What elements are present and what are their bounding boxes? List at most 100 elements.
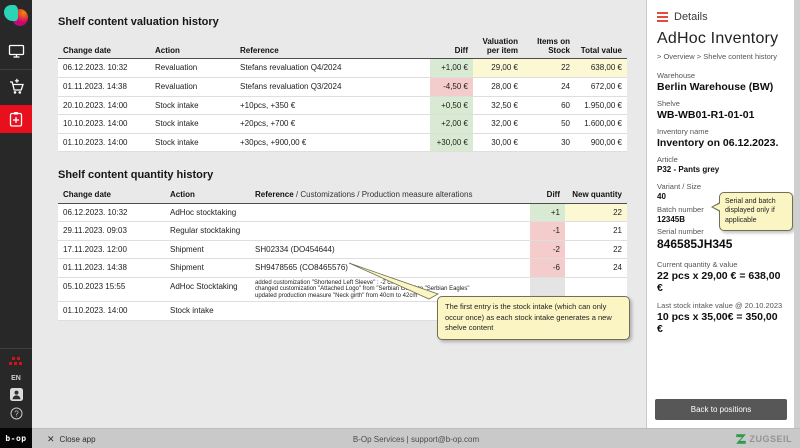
field-serial-number: Serial number 846585JH345 <box>657 227 733 251</box>
cell-action: Regular stocktaking <box>165 221 250 241</box>
cell-action: Shipment <box>165 258 250 278</box>
field-current-quantity: Current quantity & value 22 pcs x 29,00 … <box>657 260 781 294</box>
col-new-quantity: New quantity <box>565 188 627 204</box>
clipboard-plus-icon <box>9 111 23 127</box>
field-variant-size: Variant / Size 40 <box>657 182 702 201</box>
zugseil-label: ZUGSEIL <box>749 434 792 444</box>
cell-reference <box>250 203 530 223</box>
valuation-history-title: Shelf content valuation history <box>58 16 219 28</box>
table-row: 20.10.2023. 14:00 Stock intake +10pcs, +… <box>58 96 627 116</box>
cell-total: 638,00 € <box>575 58 627 78</box>
cell-new-quantity: 22 <box>565 203 627 223</box>
col-change-date: Change date <box>58 188 165 204</box>
sidebar-item-inventory-active[interactable] <box>0 105 32 133</box>
cell-items: 60 <box>523 96 575 116</box>
user-profile-button[interactable] <box>0 384 32 404</box>
app-logo-icon <box>4 5 28 29</box>
sidebar-divider-bottom <box>0 348 32 349</box>
cell-date: 10.10.2023. 14:00 <box>58 114 150 134</box>
status-dots-icon[interactable] <box>9 357 23 367</box>
zugseil-z-icon <box>736 434 747 444</box>
cell-action: AdHoc Stocktaking <box>165 277 250 303</box>
col-reference: Reference <box>235 35 430 60</box>
field-shelve: Shelve WB-WB01-R1-01-01 <box>657 99 755 121</box>
support-text: B-Op Services | support@b-op.com <box>352 434 480 444</box>
cell-valuation: 32,00 € <box>473 114 523 134</box>
details-header-label: Details <box>674 11 708 23</box>
cell-items: 30 <box>523 133 575 153</box>
zugseil-brand: ZUGSEIL <box>736 429 792 448</box>
page-title: AdHoc Inventory <box>657 30 779 47</box>
callout-tail <box>348 262 439 300</box>
monitor-icon <box>8 44 24 58</box>
close-app-label: Close app <box>59 434 96 444</box>
cell-new-quantity: 22 <box>565 240 627 260</box>
cell-action: Stock intake <box>150 114 235 134</box>
quantity-history-title: Shelf content quantity history <box>58 169 214 182</box>
sidebar-item-terminal[interactable] <box>0 38 32 64</box>
cell-action: Revaluation <box>150 77 235 97</box>
cell-action: Stock intake <box>165 301 250 321</box>
footer-bar: ✕ Close app B-Op Services | support@b-op… <box>32 428 800 448</box>
svg-text:?: ? <box>14 409 19 418</box>
cell-diff: +1,00 € <box>430 58 473 78</box>
cell-new-quantity: 24 <box>565 258 627 278</box>
cell-reference: Stefans revaluation Q3/2024 <box>235 77 430 97</box>
cell-valuation: 32,50 € <box>473 96 523 116</box>
help-button[interactable]: ? <box>0 404 32 422</box>
valuation-header-row: Change date Action Reference Diff Valuat… <box>58 35 627 60</box>
col-valuation-per-item: Valuation per item <box>473 35 523 60</box>
col-diff: Diff <box>530 188 565 204</box>
cell-items: 22 <box>523 58 575 78</box>
cell-diff: +1 <box>530 203 565 223</box>
field-batch-number: Batch number 12345B <box>657 205 704 224</box>
details-panel: Details AdHoc Inventory > Overview > She… <box>646 0 794 428</box>
field-article: Article P32 - Pants grey <box>657 155 720 174</box>
user-badge-icon <box>9 387 23 401</box>
cell-new-quantity: 21 <box>565 221 627 241</box>
cell-reference: Stefans revaluation Q4/2024 <box>235 58 430 78</box>
cell-date: 01.11.2023. 14:38 <box>58 77 150 97</box>
col-reference-customizations: Reference / Customizations / Production … <box>250 188 530 204</box>
sidebar: EN ? b-op <box>0 0 32 448</box>
close-app-button[interactable]: ✕ Close app <box>47 429 96 448</box>
back-to-positions-button[interactable]: Back to positions <box>655 399 787 420</box>
serial-batch-callout: Serial and batch displayed only if appli… <box>711 192 793 232</box>
main-content: Shelf content valuation history Change d… <box>32 0 646 428</box>
cell-date: 06.12.2023. 10:32 <box>58 58 150 78</box>
cell-items: 24 <box>523 77 575 97</box>
logo-teal-blob <box>4 5 18 21</box>
cell-date: 17.11.2023. 12:00 <box>58 240 165 260</box>
cell-date: 06.12.2023. 10:32 <box>58 203 165 223</box>
vertical-scrollbar[interactable] <box>794 0 800 428</box>
table-row: 29.11.2023. 09:03 Regular stocktaking -1… <box>58 221 627 241</box>
col-diff: Diff <box>430 35 473 60</box>
language-selector[interactable]: EN <box>11 375 21 382</box>
table-row: 17.11.2023. 12:00 Shipment SH02334 (DO45… <box>58 240 627 260</box>
cell-total: 1.600,00 € <box>575 114 627 134</box>
cell-reference: SH02334 (DO454644) <box>250 240 530 260</box>
table-row: 01.11.2023. 14:38 Revaluation Stefans re… <box>58 77 627 97</box>
cell-total: 900,00 € <box>575 133 627 153</box>
table-row: 01.10.2023. 14:00 Stock intake +30pcs, +… <box>58 133 627 153</box>
cell-action: Revaluation <box>150 58 235 78</box>
cell-valuation: 28,00 € <box>473 77 523 97</box>
col-items-on-stock: Items on Stock <box>523 35 575 60</box>
cell-date: 05.10.2023 15:55 <box>58 277 165 303</box>
col-change-date: Change date <box>58 35 150 60</box>
cell-action: Shipment <box>165 240 250 260</box>
cell-action: Stock intake <box>150 133 235 153</box>
col-action: Action <box>165 188 250 204</box>
valuation-history-table: Change date Action Reference Diff Valuat… <box>58 35 627 153</box>
cell-diff: -6 <box>530 258 565 278</box>
breadcrumb[interactable]: > Overview > Shelve content history <box>657 52 778 61</box>
cart-plus-icon <box>9 78 24 94</box>
cell-valuation: 29,00 € <box>473 58 523 78</box>
sidebar-item-orders[interactable] <box>0 73 32 99</box>
details-menu-icon[interactable] <box>657 12 668 22</box>
cell-items: 50 <box>523 114 575 134</box>
cell-valuation: 30,00 € <box>473 133 523 153</box>
cell-date: 01.11.2023. 14:38 <box>58 258 165 278</box>
cell-diff: -2 <box>530 240 565 260</box>
